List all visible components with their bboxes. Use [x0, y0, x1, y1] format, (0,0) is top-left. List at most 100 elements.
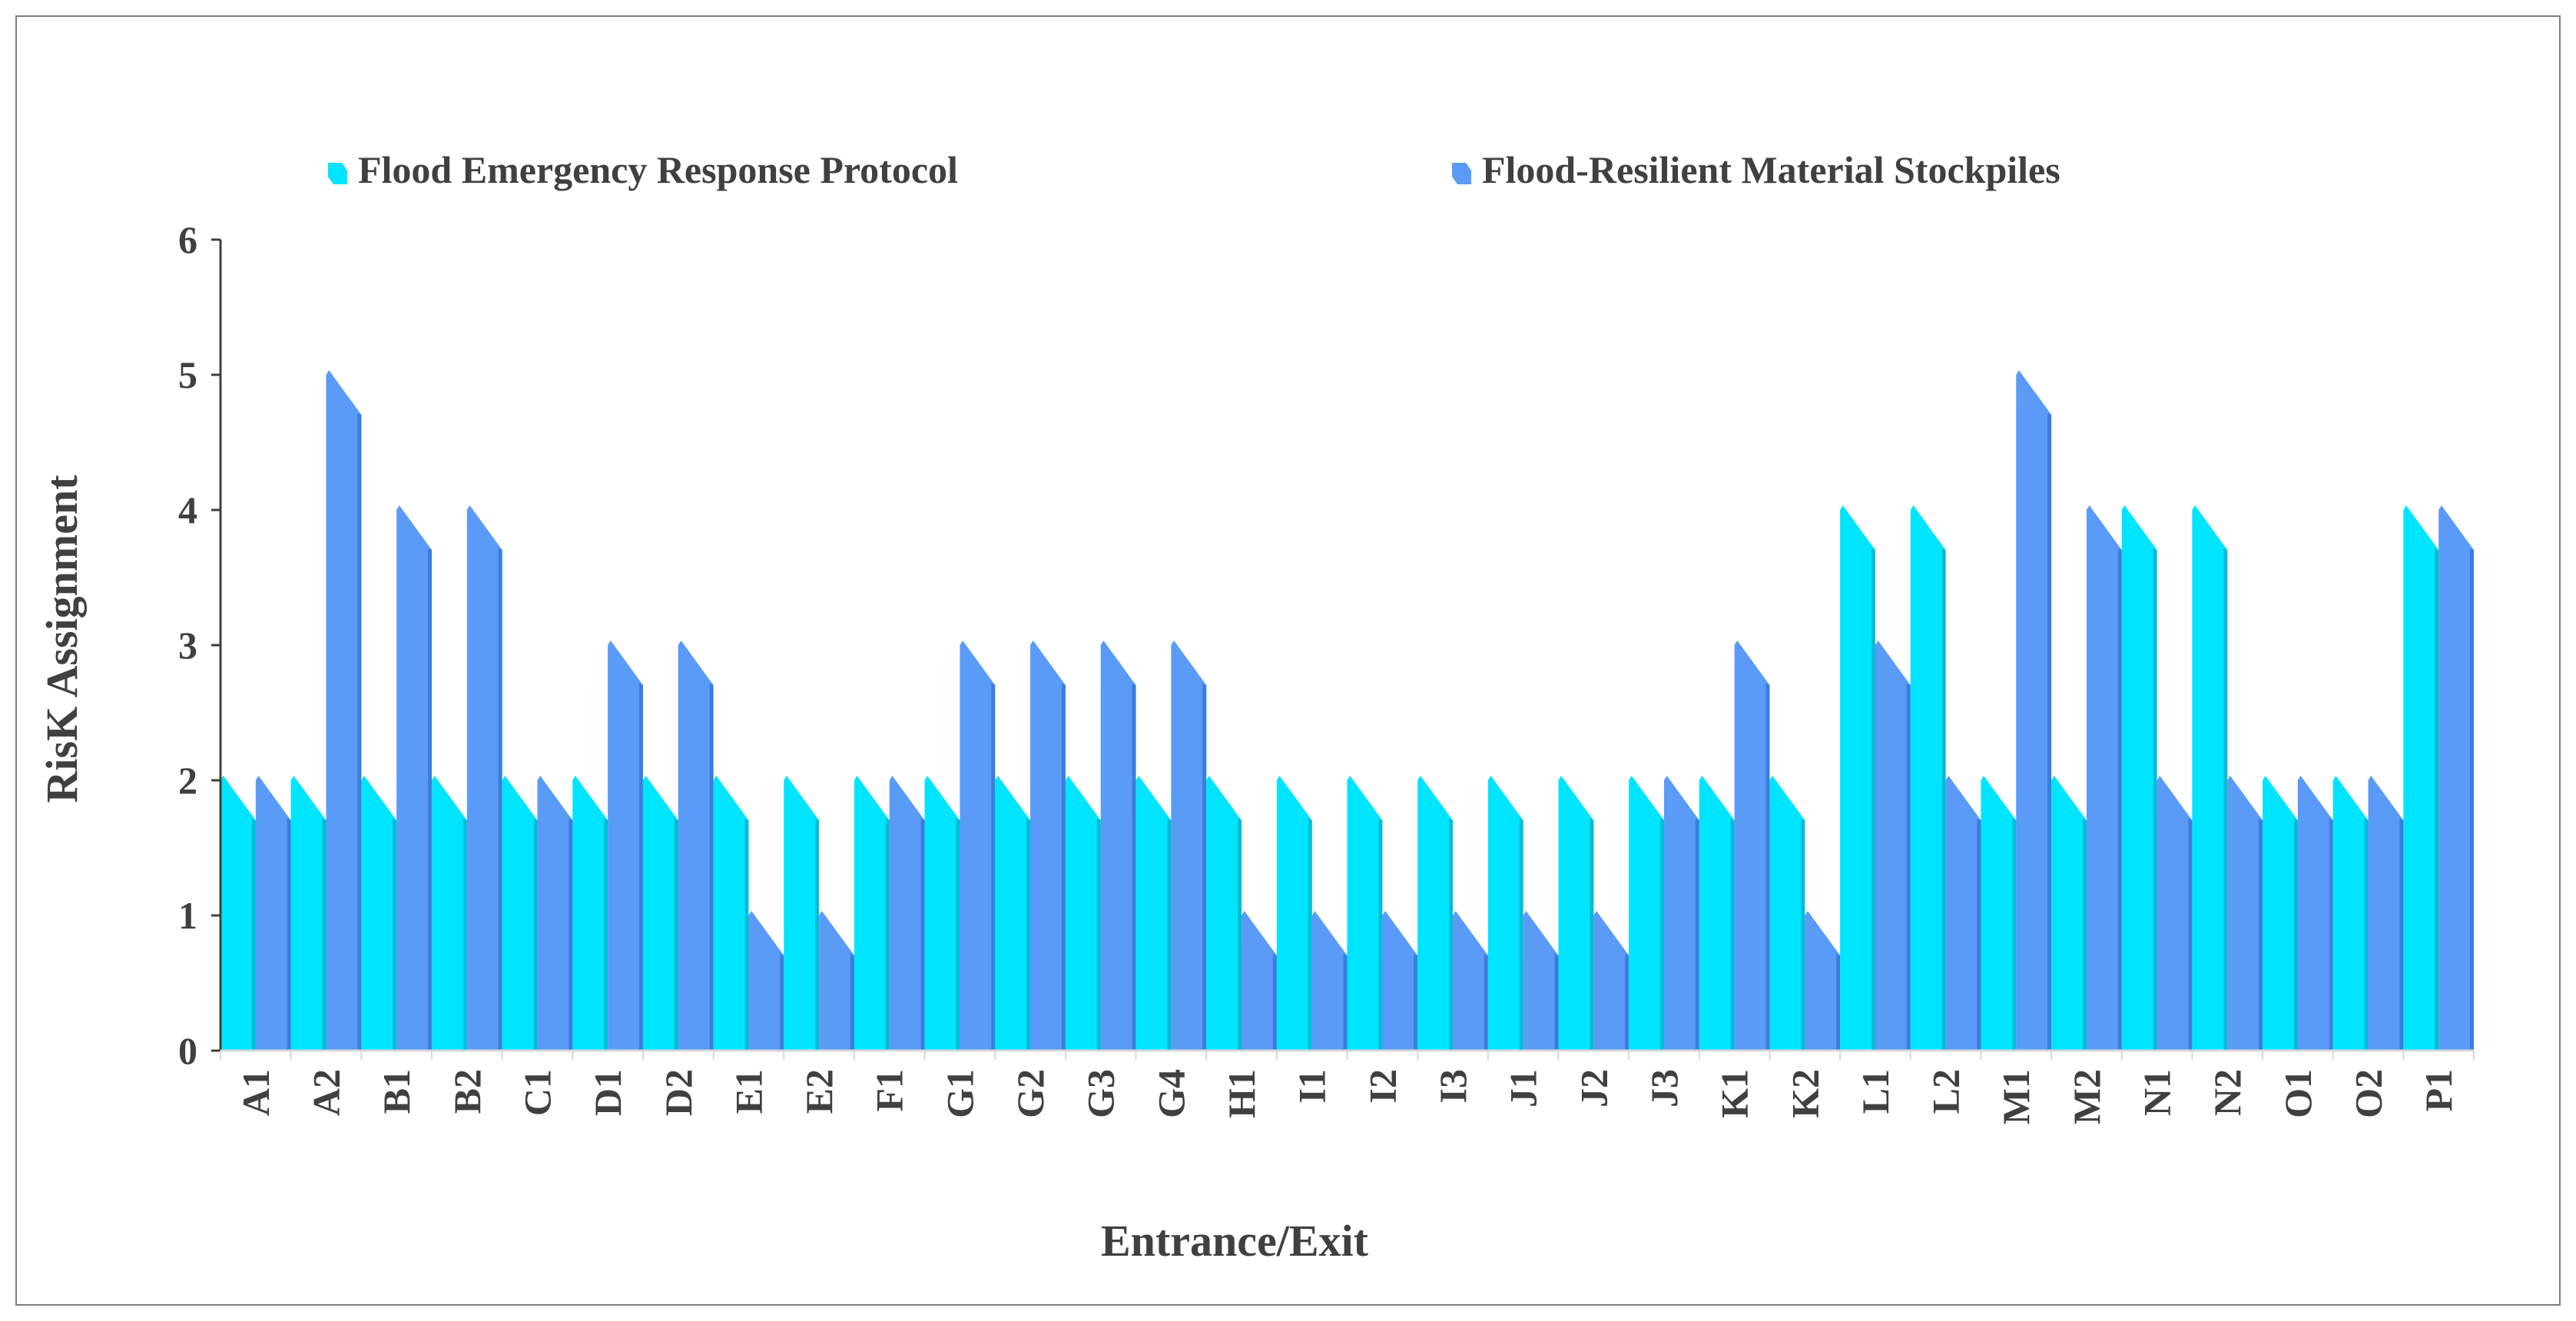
- bar-P1-s2[interactable]: [2438, 505, 2474, 1051]
- bar-edge-L2-s2: [1977, 819, 1981, 1051]
- bar-edge-N1-s2: [2188, 819, 2193, 1051]
- bar-F1-s1[interactable]: [854, 776, 890, 1051]
- bar-edge-I1-s1: [1308, 819, 1312, 1051]
- bar-I1-s1[interactable]: [1276, 776, 1312, 1051]
- bar-J2-s2[interactable]: [1593, 911, 1629, 1051]
- plot-area: 0 1 2 3 4 5 6 A1 A2 B1 B2 C1 D1 D2 E1 E2 F1 G1 G2 G3 G4 H1 I1…: [178, 218, 2475, 1124]
- y-ticks: 0 1 2 3 4 5 6: [178, 218, 220, 1072]
- bar-L2-s2[interactable]: [1945, 776, 1981, 1051]
- bar-B2-s1[interactable]: [431, 776, 467, 1051]
- bar-J3-s2[interactable]: [1663, 776, 1699, 1051]
- x-tick-label-P1: P1: [2417, 1069, 2460, 1112]
- bar-N2-s2[interactable]: [2227, 776, 2263, 1051]
- bar-B1-s1[interactable]: [361, 776, 397, 1051]
- y-axis-label: RisK Assignment: [37, 475, 87, 803]
- bar-I3-s2[interactable]: [1452, 911, 1488, 1051]
- bar-edge-J3-s1: [1659, 819, 1664, 1051]
- bar-O1-s1[interactable]: [2263, 776, 2298, 1051]
- bar-E1-s2[interactable]: [748, 911, 784, 1051]
- bar-K1-s2[interactable]: [1734, 641, 1770, 1051]
- bar-N1-s2[interactable]: [2157, 776, 2193, 1051]
- bar-G2-s1[interactable]: [995, 776, 1031, 1051]
- bar-E2-s2[interactable]: [819, 911, 854, 1051]
- bar-N1-s1[interactable]: [2121, 505, 2157, 1051]
- bar-edge-I3-s2: [1484, 954, 1488, 1051]
- bar-L1-s2[interactable]: [1875, 641, 1911, 1051]
- bar-G2-s2[interactable]: [1030, 641, 1066, 1051]
- bar-G1-s2[interactable]: [960, 641, 996, 1051]
- x-tick-label-O1: O1: [2276, 1069, 2319, 1118]
- bar-I3-s1[interactable]: [1417, 776, 1453, 1051]
- bar-B2-s2[interactable]: [466, 505, 502, 1051]
- bar-edge-N2-s1: [2223, 548, 2228, 1051]
- bar-N2-s1[interactable]: [2192, 505, 2228, 1051]
- bar-K2-s1[interactable]: [1769, 776, 1805, 1051]
- bar-G3-s2[interactable]: [1100, 641, 1136, 1051]
- bar-M2-s1[interactable]: [2051, 776, 2087, 1051]
- bar-K1-s1[interactable]: [1699, 776, 1735, 1051]
- bar-edge-F1-s1: [885, 819, 890, 1051]
- bar-I2-s2[interactable]: [1382, 911, 1418, 1051]
- legend-item-response[interactable]: Flood Emergency Response Protocol: [328, 148, 958, 191]
- bar-E1-s1[interactable]: [713, 776, 749, 1051]
- bar-J2-s1[interactable]: [1558, 776, 1594, 1051]
- bar-G4-s1[interactable]: [1135, 776, 1172, 1051]
- y-tick-label-1: 1: [178, 894, 197, 937]
- bar-D2-s1[interactable]: [642, 776, 678, 1051]
- x-tick-label-I2: I2: [1361, 1069, 1404, 1103]
- bar-G4-s2[interactable]: [1171, 641, 1207, 1051]
- x-tick-label-J3: J3: [1643, 1069, 1686, 1107]
- bar-D1-s2[interactable]: [608, 641, 643, 1051]
- bar-L1-s1[interactable]: [1840, 505, 1875, 1051]
- bar-C1-s2[interactable]: [537, 776, 573, 1051]
- bar-edge-I3-s1: [1448, 819, 1453, 1051]
- bar-J1-s1[interactable]: [1487, 776, 1523, 1051]
- bar-edge-G2-s1: [1026, 819, 1031, 1051]
- bar-edge-K1-s2: [1765, 684, 1770, 1051]
- bar-edge-E1-s1: [744, 819, 749, 1051]
- bar-edge-J2-s1: [1590, 819, 1594, 1051]
- bar-A1-s2[interactable]: [255, 776, 291, 1051]
- bar-M1-s2[interactable]: [2016, 370, 2052, 1051]
- x-tick-label-G4: G4: [1149, 1069, 1192, 1118]
- bar-D1-s1[interactable]: [572, 776, 608, 1051]
- bar-edge-B2-s2: [498, 548, 502, 1051]
- bar-D2-s2[interactable]: [678, 641, 714, 1051]
- bar-edge-C1-s1: [533, 819, 538, 1051]
- bar-edge-G3-s1: [1096, 819, 1101, 1051]
- bar-J3-s1[interactable]: [1629, 776, 1664, 1051]
- bar-J1-s2[interactable]: [1523, 911, 1559, 1051]
- bar-edge-J2-s2: [1625, 954, 1629, 1051]
- bar-O1-s2[interactable]: [2297, 776, 2333, 1051]
- bar-C1-s1[interactable]: [502, 776, 538, 1051]
- bar-G3-s1[interactable]: [1065, 776, 1101, 1051]
- legend-item-stockpiles[interactable]: Flood-Resilient Material Stockpiles: [1452, 148, 2060, 191]
- x-tick-label-G1: G1: [938, 1069, 981, 1118]
- bar-A2-s2[interactable]: [326, 370, 362, 1051]
- x-tick-label-F1: F1: [868, 1069, 911, 1112]
- bar-B1-s2[interactable]: [396, 505, 432, 1051]
- bar-A2-s1[interactable]: [290, 776, 327, 1051]
- bar-M2-s2[interactable]: [2086, 505, 2122, 1051]
- x-tick-label-C1: C1: [516, 1069, 559, 1116]
- bar-A1-s1[interactable]: [220, 776, 256, 1051]
- x-tick-label-L2: L2: [1925, 1069, 1968, 1114]
- bar-M1-s1[interactable]: [1981, 776, 2017, 1051]
- bar-edge-A1-s2: [287, 819, 291, 1051]
- bar-edge-L1-s1: [1871, 548, 1875, 1051]
- bar-O2-s1[interactable]: [2332, 776, 2369, 1051]
- bar-edge-I2-s1: [1378, 819, 1383, 1051]
- bar-G1-s1[interactable]: [924, 776, 960, 1051]
- bar-F1-s2[interactable]: [889, 776, 925, 1051]
- legend-label-response: Flood Emergency Response Protocol: [358, 148, 958, 191]
- bar-L2-s1[interactable]: [1910, 505, 1946, 1051]
- bar-H1-s1[interactable]: [1206, 776, 1242, 1051]
- bar-O2-s2[interactable]: [2368, 776, 2404, 1051]
- bar-edge-C1-s2: [569, 819, 573, 1051]
- bar-K2-s2[interactable]: [1805, 911, 1841, 1051]
- bar-I1-s2[interactable]: [1311, 911, 1348, 1051]
- bar-E2-s1[interactable]: [784, 776, 820, 1051]
- bar-H1-s2[interactable]: [1242, 911, 1277, 1051]
- bar-I2-s1[interactable]: [1347, 776, 1383, 1051]
- bar-P1-s1[interactable]: [2403, 505, 2439, 1051]
